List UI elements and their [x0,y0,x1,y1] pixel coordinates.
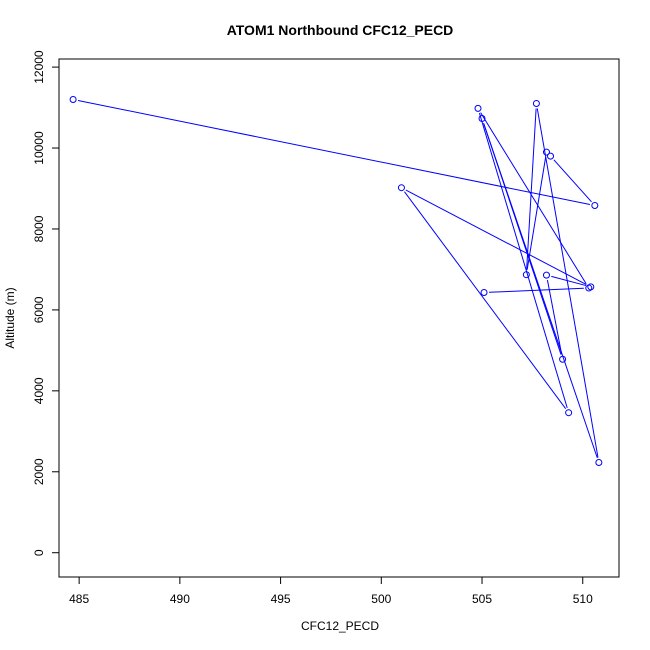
data-point [595,458,603,466]
data-point [542,271,550,279]
series-segment [489,287,584,293]
y-tick-label: 6000 [32,296,46,323]
x-tick-label: 495 [271,592,291,606]
series-segment [553,159,592,203]
series-segment [526,108,537,270]
series-segment [551,275,587,287]
data-point [397,184,405,192]
series-segment [480,112,587,285]
data-point [532,100,540,108]
y-axis: 0 2000 4000 6000 8000 10000 12000 [32,50,60,556]
x-tick-label: 485 [69,592,89,606]
x-axis-label: CFC12_PECD [301,619,379,633]
data-point [547,152,555,160]
plot-frame [58,58,620,578]
x-tick-label: 505 [472,592,492,606]
y-tick-label: 0 [32,549,46,556]
data-point [565,409,573,417]
x-tick-label: 500 [371,592,391,606]
data-point [591,201,599,209]
y-tick-label: 10000 [32,131,46,165]
y-axis-label: Altitude (m) [3,287,17,348]
y-tick-label: 4000 [32,377,46,404]
chart-title: ATOM1 Northbound CFC12_PECD [227,22,454,38]
series-points [69,95,603,466]
x-axis: 485 490 495 500 505 510 [69,576,593,606]
data-point [480,289,488,297]
data-point [542,148,550,156]
y-tick-label: 12000 [32,50,46,84]
series-segment [483,123,562,355]
series-segment [405,189,587,285]
x-tick-label: 490 [170,592,190,606]
series-segment [546,279,563,355]
data-point [478,114,486,122]
y-tick-label: 8000 [32,215,46,242]
series-segment [526,156,547,270]
data-point [522,271,530,279]
data-point [474,104,482,112]
x-tick-label: 510 [573,592,593,606]
data-point [585,284,593,292]
data-point [69,95,77,103]
y-tick-label: 2000 [32,458,46,485]
series-lines [77,99,599,458]
series-segment [536,108,599,458]
series-segment [478,113,568,409]
series-segment [77,99,591,205]
series-segment [404,191,567,409]
data-point [559,355,567,363]
